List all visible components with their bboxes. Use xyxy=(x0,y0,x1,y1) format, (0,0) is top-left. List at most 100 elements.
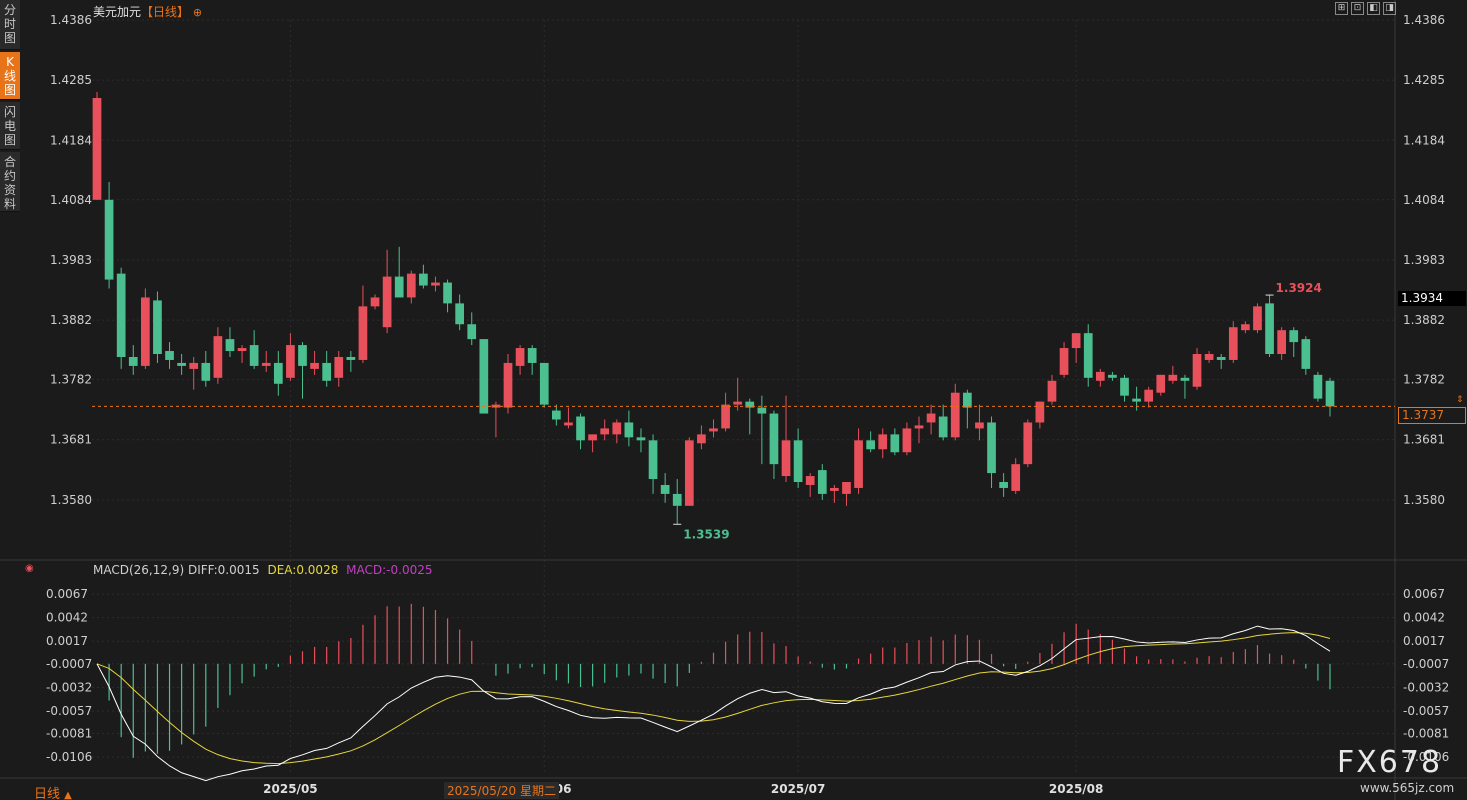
candle-body xyxy=(1023,422,1033,465)
candle-body xyxy=(1047,380,1057,402)
candle-body xyxy=(406,273,416,298)
candle-body xyxy=(950,392,960,438)
macd-value-label: MACD:-0.0025 xyxy=(346,563,433,577)
macd-tick-right: -0.0106 xyxy=(1403,750,1449,764)
macd-legend: MACD(26,12,9) DIFF:0.0015 DEA:0.0028 MAC… xyxy=(93,563,433,577)
price-tick-left: 1.3681 xyxy=(50,433,92,447)
period-selector-label: 日线 xyxy=(34,787,61,800)
prev-icon[interactable]: ◧ xyxy=(1367,2,1380,15)
candle-body xyxy=(1071,333,1081,349)
candle-body xyxy=(237,348,247,352)
candle-body xyxy=(346,356,356,360)
candle-body xyxy=(1301,339,1311,369)
candle-body xyxy=(660,484,670,494)
candle-body xyxy=(817,470,827,494)
candle-body xyxy=(539,362,549,405)
side-tab-2[interactable]: 闪电图 xyxy=(0,102,20,150)
price-tick-right: 1.4386 xyxy=(1403,13,1445,27)
price-badge-top: 1.3934 xyxy=(1398,291,1466,306)
macd-tick-right: -0.0081 xyxy=(1403,727,1449,741)
extreme-price-label: 1.3924 xyxy=(1276,281,1322,295)
candle-body xyxy=(854,440,863,488)
candle-body xyxy=(128,356,138,366)
macd-tick-left: 0.0017 xyxy=(46,634,88,648)
candle-body xyxy=(310,362,319,369)
price-tick-left: 1.3782 xyxy=(50,373,92,387)
price-tick-left: 1.3983 xyxy=(50,253,92,267)
candle-body xyxy=(1313,374,1323,399)
candle-body xyxy=(684,440,694,506)
candle-body xyxy=(479,339,489,414)
candle-body xyxy=(926,413,936,423)
crosshair-date: 2025/05/20 星期二 xyxy=(444,782,559,799)
side-tab-3[interactable]: 合约资料 xyxy=(0,152,20,212)
candle-body xyxy=(1204,354,1214,360)
watermark-url: www.565jz.com xyxy=(1360,781,1455,795)
macd-lines xyxy=(96,625,1331,782)
symbol-name: 美元加元 xyxy=(93,5,142,19)
title-bar: 美元加元【日线】 ⊕ xyxy=(93,3,202,20)
candle-body xyxy=(999,482,1008,488)
candle-body xyxy=(987,422,996,474)
next-icon[interactable]: ◨ xyxy=(1383,2,1396,15)
candle-body xyxy=(697,434,706,444)
candle-body xyxy=(1168,374,1178,381)
candle-body xyxy=(515,348,525,366)
candle-body xyxy=(1180,377,1190,381)
candle-body xyxy=(793,440,803,483)
macd-tick-left: -0.0106 xyxy=(46,750,92,764)
candle-body xyxy=(963,392,972,408)
macd-tick-right: -0.0007 xyxy=(1403,657,1449,671)
period-selector[interactable]: 日线 ▲ xyxy=(34,783,72,800)
candle-body xyxy=(1289,330,1299,343)
price-tick-right: 1.3580 xyxy=(1403,493,1445,507)
candle-body xyxy=(648,440,658,480)
candle-body xyxy=(261,362,271,366)
watermark-brand: FX678 xyxy=(1337,745,1443,780)
candle-body xyxy=(564,422,573,426)
candle-body xyxy=(104,199,114,280)
period-label[interactable]: 【日线】 xyxy=(141,5,190,19)
side-tab-0[interactable]: 分时图 xyxy=(0,0,20,50)
candle-body xyxy=(975,422,984,429)
candle-body xyxy=(757,407,767,414)
macd-tick-right: 0.0017 xyxy=(1403,634,1445,648)
candle-body xyxy=(902,428,912,453)
candle-body xyxy=(141,297,150,366)
current-price-arrow-icon: ⇕ xyxy=(1456,395,1464,405)
price-tick-left: 1.4084 xyxy=(50,193,92,207)
price-tick-right: 1.3782 xyxy=(1403,373,1445,387)
price-tick-right: 1.3983 xyxy=(1403,253,1445,267)
triangle-up-icon: ▲ xyxy=(64,790,72,800)
candle-body xyxy=(527,348,537,363)
candle-body xyxy=(1059,348,1069,375)
candle-body xyxy=(358,306,368,360)
candlestick-series: 1.3924 1.3539 xyxy=(92,92,1395,541)
candle-body xyxy=(1216,356,1226,360)
macd-tick-right: 0.0042 xyxy=(1403,611,1445,625)
macd-tick-right: -0.0057 xyxy=(1403,704,1449,718)
price-tick-left: 1.3882 xyxy=(50,313,92,327)
macd-settings-icon[interactable]: ◉ xyxy=(25,563,34,574)
candle-body xyxy=(1241,324,1250,331)
time-tick-label: 2025/08 xyxy=(1049,782,1103,796)
price-tick-left: 1.3580 xyxy=(50,493,92,507)
price-tick-left: 1.4184 xyxy=(50,133,92,147)
macd-tick-left: -0.0007 xyxy=(46,657,92,671)
plus-circle-icon[interactable]: ⊕ xyxy=(192,6,203,19)
candle-body xyxy=(938,416,948,438)
fullscreen-icon[interactable]: ⊡ xyxy=(1351,2,1364,15)
candle-body xyxy=(225,339,235,352)
macd-params-label: MACD(26,12,9) xyxy=(93,563,185,577)
candle-body xyxy=(1144,389,1154,402)
candle-body xyxy=(552,410,561,420)
price-tick-right: 1.4084 xyxy=(1403,193,1445,207)
expand-icon[interactable]: ⊞ xyxy=(1335,2,1348,15)
candle-body xyxy=(1253,306,1262,331)
candle-body xyxy=(273,362,283,384)
candle-body xyxy=(201,362,211,381)
candle-body xyxy=(213,336,223,378)
candle-body xyxy=(189,362,199,369)
